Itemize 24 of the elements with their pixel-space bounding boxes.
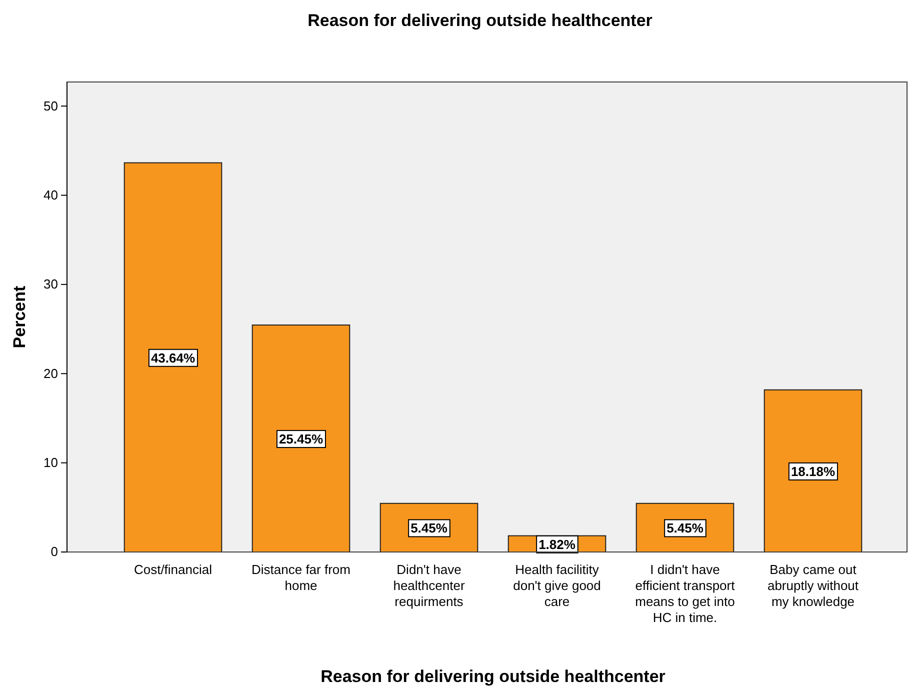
- y-tick-label: 50: [44, 98, 58, 114]
- data-label: 43.64%: [150, 350, 196, 366]
- y-tick-label: 20: [44, 366, 58, 381]
- y-tick-label: 30: [44, 276, 58, 292]
- x-tick-label: Cost/financial: [134, 562, 212, 577]
- x-tick-label: Baby came out abruptly without my knowledge: [767, 562, 859, 609]
- x-tick-label: I didn't have efficient transport means to get into HC in time.: [635, 562, 736, 625]
- x-tick-label: Health facilitity don't give good care: [513, 562, 601, 609]
- data-label: 1.82%: [538, 536, 576, 552]
- chart-title: Reason for delivering outside healthcenter: [308, 11, 653, 30]
- data-label: 5.45%: [410, 520, 448, 536]
- data-label: 5.45%: [666, 520, 704, 536]
- bar: [252, 324, 350, 552]
- y-tick-label: 10: [44, 454, 58, 470]
- data-label: 18.18%: [790, 464, 836, 479]
- y-tick-label: 0: [50, 544, 58, 560]
- x-tick-label: Didn't have healthcenter requirments: [393, 562, 466, 609]
- x-tick-label: Distance far from home: [252, 562, 350, 593]
- y-tick-label: 40: [44, 187, 58, 202]
- x-axis-title: Reason for delivering outside healthcenter: [320, 667, 666, 686]
- data-label: 25.45%: [278, 432, 324, 447]
- bar: [124, 162, 222, 552]
- y-axis-title: Percent: [10, 285, 29, 348]
- bar: [764, 389, 862, 552]
